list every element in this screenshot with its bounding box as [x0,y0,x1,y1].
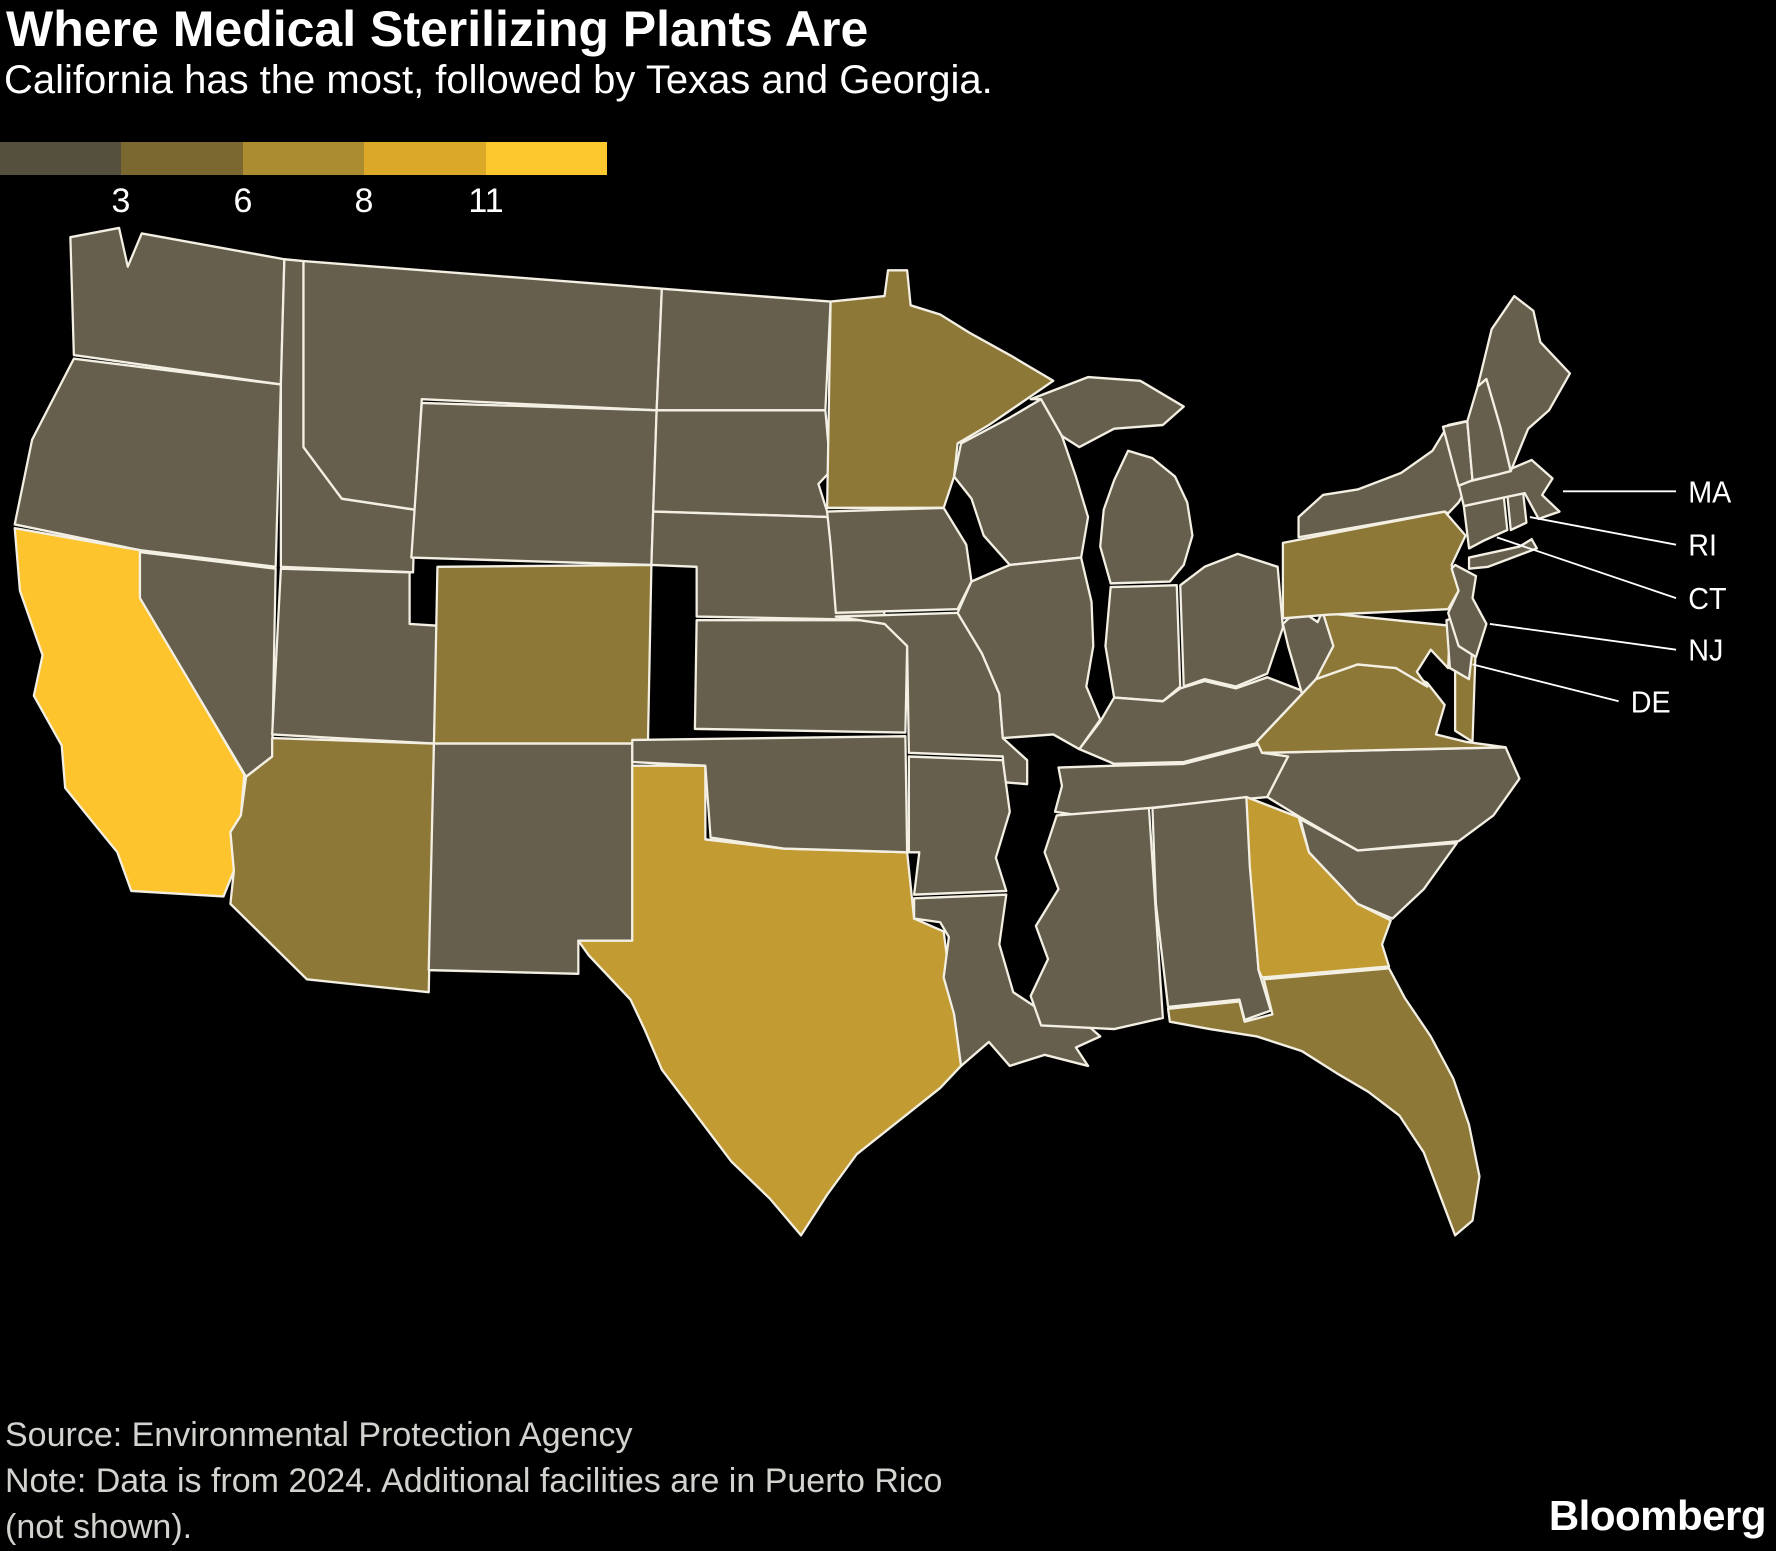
state-KS [693,619,909,734]
states-layer [13,226,1572,1237]
chart-subtitle: California has the most, followed by Tex… [4,58,993,102]
state-MN [825,269,1055,510]
callout-line-ri [1529,516,1677,546]
legend-tick: 8 [354,182,374,220]
state-MI-upper-peninsula [1029,375,1185,449]
legend-swatch [364,142,486,175]
legend: 3 6 8 11 [0,142,610,242]
note-line-2: (not shown). [5,1508,193,1546]
state-MS [1029,806,1164,1031]
state-AR [907,755,1011,896]
state-OK [631,735,909,854]
callout-label-ct: CT [1688,582,1726,616]
callout-line-de [1472,663,1619,703]
state-IL [956,556,1102,751]
state-MI [1099,449,1194,585]
state-ME [1476,294,1572,473]
legend-swatch [0,142,122,175]
callout-label-ri: RI [1688,529,1717,563]
legend-swatch [121,142,243,175]
state-CO [432,563,653,745]
footer-notes: Source: Environmental Protection Agency … [5,1412,942,1550]
state-WI [952,398,1090,567]
state-WA [69,226,286,386]
state-NJ [1447,563,1488,659]
state-FL [1166,967,1481,1237]
legend-tick: 6 [233,182,253,220]
legend-tick: 11 [468,182,504,220]
callout-label-ma: MA [1688,476,1731,510]
state-OH [1179,552,1285,688]
callout-line-nj [1489,622,1677,651]
state-ND [655,287,832,412]
us-choropleth-map: MA RI CT NJ DE [13,226,1732,1237]
legend-swatch [242,142,365,175]
callout-label-nj: NJ [1688,634,1723,668]
state-IN [1104,584,1182,703]
state-NY-long-island [1467,537,1539,570]
callout-label-de: DE [1631,686,1671,720]
legend-ticks: 3 6 8 11 [0,182,610,232]
source-line: Source: Environmental Protection Agency [5,1416,633,1454]
state-UT [271,567,439,745]
callout-line-ct [1496,536,1677,599]
state-KY [1078,676,1307,766]
callouts-layer: MA RI CT NJ DE [1472,476,1732,720]
chart-title: Where Medical Sterilizing Plants Are [6,1,869,57]
state-WY [410,401,658,567]
note-line-1: Note: Data is from 2024. Additional faci… [5,1462,943,1500]
state-MA [1457,458,1561,521]
state-NM [427,742,634,976]
state-IA [825,506,973,615]
state-SD [652,409,832,519]
legend-tick: 3 [111,182,131,220]
legend-swatch [485,142,608,175]
state-NC [1260,746,1521,852]
bloomberg-logo: Bloomberg [1548,1492,1767,1539]
legend-color-bar [0,142,608,175]
state-AZ [229,736,436,994]
